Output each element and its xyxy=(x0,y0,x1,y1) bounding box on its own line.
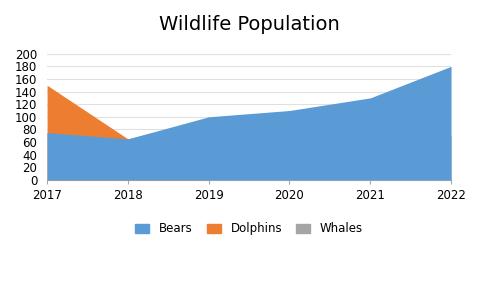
Title: Wildlife Population: Wildlife Population xyxy=(158,15,339,34)
Legend: Bears, Dolphins, Whales: Bears, Dolphins, Whales xyxy=(129,216,368,241)
